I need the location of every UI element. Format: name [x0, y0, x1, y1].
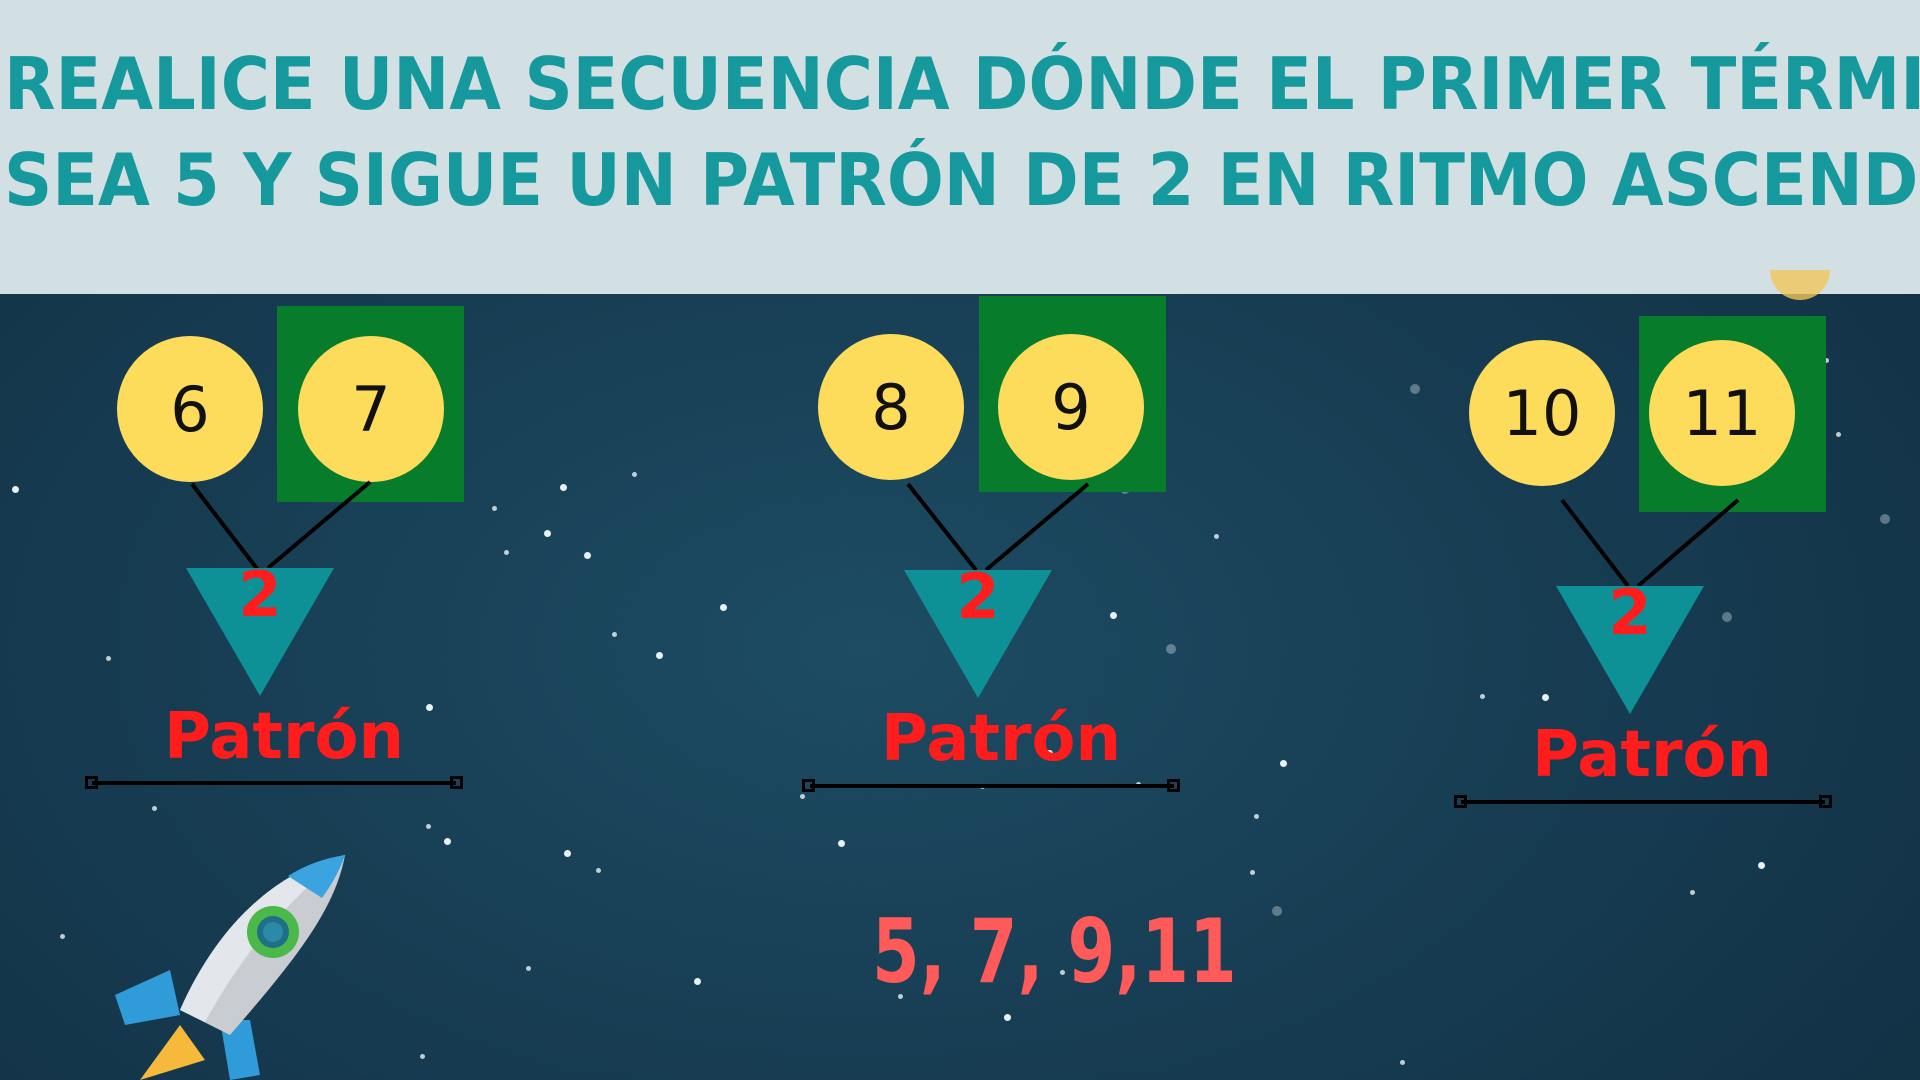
- number-circle-second: 7: [298, 336, 444, 482]
- pattern-label: Patrón: [881, 702, 1122, 776]
- pattern-difference: 2: [956, 560, 1000, 633]
- instruction-line-1: REALICE UNA SECUENCIA DÓNDE EL PRIMER TÉ…: [4, 42, 1920, 126]
- line-handle-right: [1819, 795, 1832, 808]
- number-circle-second: 9: [998, 334, 1144, 480]
- pattern-underline: [1461, 800, 1825, 804]
- rocket-icon: [115, 855, 345, 1080]
- instruction-banner: REALICE UNA SECUENCIA DÓNDE EL PRIMER TÉ…: [0, 0, 1920, 294]
- line-handle-left: [85, 776, 98, 789]
- pattern-label: Patrón: [1532, 718, 1773, 792]
- number-circle-first: 10: [1469, 340, 1615, 486]
- pattern-difference: 2: [238, 558, 282, 631]
- pattern-underline: [92, 781, 456, 785]
- pattern-label: Patrón: [164, 700, 405, 774]
- pattern-triangle: [186, 568, 334, 696]
- line-handle-left: [802, 779, 815, 792]
- pattern-underline: [810, 784, 1174, 788]
- number-circle-first: 8: [818, 334, 964, 480]
- number-circle-first: 6: [117, 336, 263, 482]
- line-handle-left: [1454, 795, 1467, 808]
- pattern-triangle: [904, 570, 1052, 698]
- instruction-line-2: SEA 5 Y SIGUE UN PATRÓN DE 2 EN RITMO AS…: [4, 138, 1920, 222]
- pattern-triangle: [1556, 586, 1704, 714]
- number-circle-second: 11: [1649, 340, 1795, 486]
- pattern-difference: 2: [1608, 576, 1652, 649]
- line-handle-right: [1167, 779, 1180, 792]
- sequence-answer: 5, 7, 9,11: [872, 900, 1237, 1003]
- line-handle-right: [450, 776, 463, 789]
